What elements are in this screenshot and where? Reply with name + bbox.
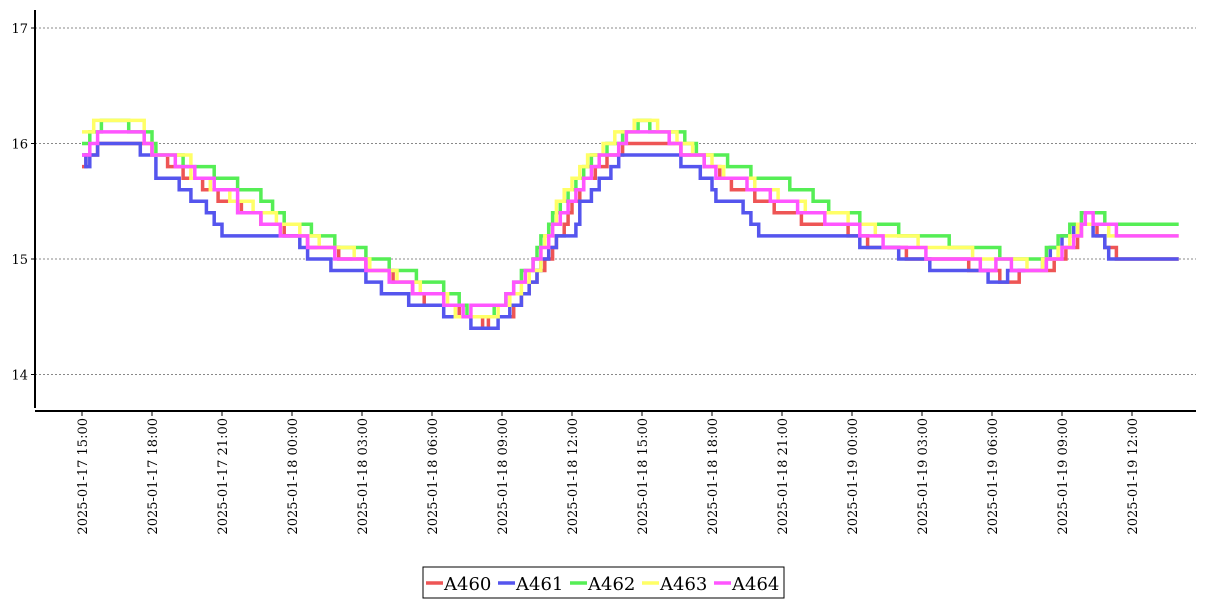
x-tick-label: 2025-01-17 18:00 [146,418,161,535]
y-tick-label: 16 [11,138,28,153]
y-tick-label: 15 [11,253,28,268]
legend-label: A464 [731,574,779,595]
x-tick-label: 2025-01-19 03:00 [916,418,931,535]
x-tick-label: 2025-01-18 09:00 [496,418,511,535]
x-tick-label: 2025-01-18 03:00 [356,418,371,535]
x-tick-label: 2025-01-19 09:00 [1056,418,1071,535]
legend-label: A462 [587,574,635,595]
y-tick-label: 14 [11,369,28,384]
x-axis-ticks: 2025-01-17 15:00 2025-01-17 18:00 2025-01-… [76,411,1141,535]
y-axis-ticks: 14 15 16 17 [11,22,35,384]
legend-label: A463 [659,574,707,595]
x-tick-label: 2025-01-17 15:00 [76,418,91,535]
series-line-a461 [82,141,1179,331]
x-tick-label: 2025-01-18 15:00 [636,418,651,535]
chart-series [82,118,1179,331]
x-tick-label: 2025-01-18 12:00 [566,418,581,535]
x-tick-label: 2025-01-18 18:00 [706,418,721,535]
x-tick-label: 2025-01-18 00:00 [286,418,301,535]
legend-label: A461 [515,574,563,595]
legend-label: A460 [443,574,491,595]
series-line-a462 [82,118,1179,319]
series-line-a463 [82,118,1179,319]
x-tick-label: 2025-01-19 12:00 [1126,418,1141,535]
gridlines [35,27,1196,375]
series-line-a464 [82,130,1179,319]
x-tick-label: 2025-01-17 21:00 [216,418,231,535]
y-tick-label: 17 [11,22,28,37]
x-tick-label: 2025-01-18 06:00 [426,418,441,535]
x-tick-label: 2025-01-19 00:00 [846,418,861,535]
x-tick-label: 2025-01-19 06:00 [986,418,1001,535]
x-tick-label: 2025-01-18 21:00 [776,418,791,535]
legend: A460 A461 A462 A463 A464 [422,566,785,599]
